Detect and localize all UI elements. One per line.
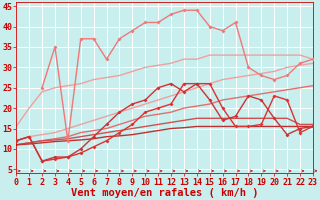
X-axis label: Vent moyen/en rafales ( km/h ): Vent moyen/en rafales ( km/h ): [71, 188, 258, 198]
